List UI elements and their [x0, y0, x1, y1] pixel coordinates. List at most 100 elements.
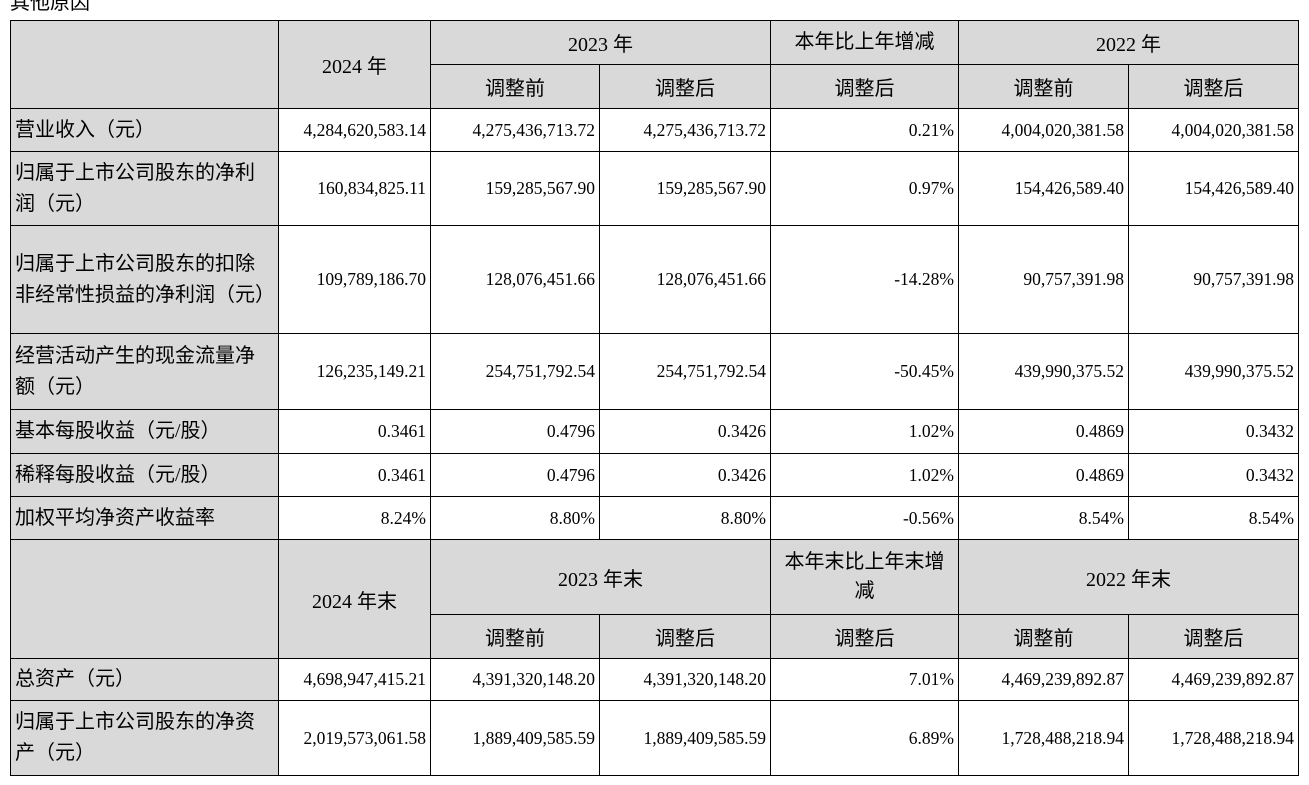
- subheader-row: 调整前 调整后 调整后 调整前 调整后: [11, 614, 1299, 659]
- cell-value: 160,834,825.11: [278, 151, 431, 226]
- cell-value: 4,004,020,381.58: [1128, 108, 1299, 152]
- sub-header: 调整后: [599, 64, 771, 109]
- cell-value: 0.21%: [770, 108, 959, 152]
- cell-value: 90,757,391.98: [1128, 225, 1299, 334]
- cell-value: 2,019,573,061.58: [278, 700, 431, 776]
- cell-value: 8.80%: [430, 496, 600, 540]
- data-row: 总资产（元） 4,698,947,415.21 4,391,320,148.20 4,…: [10, 658, 1299, 701]
- data-row: 营业收入（元） 4,284,620,583.14 4,275,436,713.72 4…: [10, 108, 1299, 152]
- cell-value: 8.24%: [278, 496, 431, 540]
- row-label: 归属于上市公司股东的净资产（元）: [10, 700, 279, 776]
- cell-value: 154,426,589.40: [958, 151, 1129, 226]
- cell-value: 0.4869: [958, 409, 1129, 454]
- row-label: 基本每股收益（元/股）: [10, 409, 279, 454]
- group-header: 本年比上年增减: [770, 20, 959, 65]
- sub-header: 调整前: [430, 614, 600, 659]
- row-label: 加权平均净资产收益率: [10, 496, 279, 540]
- cell-value: 4,469,239,892.87: [1128, 658, 1299, 701]
- group-header: 2022 年末: [958, 539, 1299, 615]
- data-row: 基本每股收益（元/股） 0.3461 0.4796 0.3426 1.02% 0.4869…: [10, 409, 1299, 454]
- cell-value: 254,751,792.54: [599, 333, 771, 410]
- data-row: 稀释每股收益（元/股） 0.3461 0.4796 0.3426 1.02% 0.4869…: [10, 453, 1299, 497]
- cell-value: -0.56%: [770, 496, 959, 540]
- table-body: 2024 年 2023 年本年比上年增减 2022 年调整前 调整后 调整后 调整前 调整后…: [10, 20, 1299, 776]
- cell-value: 4,284,620,583.14: [278, 108, 431, 152]
- header-row: 2024 年末 2023 年末 本年末比上年末增减 2022 年末: [10, 539, 1299, 659]
- cell-value: 4,275,436,713.72: [599, 108, 771, 152]
- corner-cell: [10, 539, 279, 659]
- cell-value: 0.3432: [1128, 453, 1299, 497]
- cell-value: 0.4796: [430, 453, 600, 497]
- sub-header: 调整前: [958, 64, 1129, 109]
- row-label: 总资产（元）: [10, 658, 279, 701]
- cell-value: 4,391,320,148.20: [430, 658, 600, 701]
- cell-value: 4,698,947,415.21: [278, 658, 431, 701]
- cell-value: 1,889,409,585.59: [430, 700, 600, 776]
- data-row: 归属于上市公司股东的净利润（元） 160,834,825.11 159,285,56…: [10, 151, 1299, 226]
- row-label: 稀释每股收益（元/股）: [10, 453, 279, 497]
- sub-header: 调整后: [1128, 64, 1299, 109]
- cell-value: 8.54%: [1128, 496, 1299, 540]
- cell-value: 4,469,239,892.87: [958, 658, 1129, 701]
- cell-value: 90,757,391.98: [958, 225, 1129, 334]
- row-label: 经营活动产生的现金流量净额（元）: [10, 333, 279, 410]
- cell-value: 8.54%: [958, 496, 1129, 540]
- cell-value: 0.97%: [770, 151, 959, 226]
- corner-cell: [10, 20, 279, 109]
- cell-value: 1.02%: [770, 409, 959, 454]
- cell-value: 0.3426: [599, 409, 771, 454]
- sub-header: 调整后: [1128, 614, 1299, 659]
- header-row: 2024 年 2023 年本年比上年增减 2022 年: [10, 20, 1299, 109]
- cell-value: 154,426,589.40: [1128, 151, 1299, 226]
- cell-value: 1.02%: [770, 453, 959, 497]
- cell-value: 6.89%: [770, 700, 959, 776]
- cell-value: 0.3432: [1128, 409, 1299, 454]
- cell-value: -50.45%: [770, 333, 959, 410]
- cell-value: 109,789,186.70: [278, 225, 431, 334]
- column-header: 2024 年末: [278, 539, 431, 659]
- group-header: 本年末比上年末增减: [770, 539, 959, 615]
- column-header: 2024 年: [278, 20, 431, 109]
- cell-value: 0.3426: [599, 453, 771, 497]
- cell-value: 0.3461: [278, 409, 431, 454]
- group-header: 2022 年: [958, 20, 1299, 65]
- cell-value: 4,391,320,148.20: [599, 658, 771, 701]
- cell-value: 159,285,567.90: [599, 151, 771, 226]
- cell-value: 159,285,567.90: [430, 151, 600, 226]
- cell-value: 1,728,488,218.94: [1128, 700, 1299, 776]
- subheader-row: 调整前 调整后 调整后 调整前 调整后: [11, 64, 1299, 109]
- cell-value: -14.28%: [770, 225, 959, 334]
- group-header: 2023 年: [430, 20, 771, 65]
- cell-value: 4,275,436,713.72: [430, 108, 600, 152]
- cell-value: 128,076,451.66: [430, 225, 600, 334]
- cell-value: 439,990,375.52: [958, 333, 1129, 410]
- cell-value: 126,235,149.21: [278, 333, 431, 410]
- sub-header: 调整后: [770, 614, 959, 659]
- data-row: 加权平均净资产收益率 8.24% 8.80% 8.80% -0.56% 8.54% 8.54…: [10, 496, 1299, 540]
- cell-value: 128,076,451.66: [599, 225, 771, 334]
- group-header: 2023 年末: [430, 539, 771, 615]
- cell-value: 4,004,020,381.58: [958, 108, 1129, 152]
- cell-value: 254,751,792.54: [430, 333, 600, 410]
- data-row: 归属于上市公司股东的净资产（元） 2,019,573,061.58 1,889,40…: [10, 700, 1299, 776]
- caption: 其他原因: [10, 0, 90, 14]
- data-row: 归属于上市公司股东的扣除非经常性损益的净利润（元） 109,789,186.70 1…: [10, 225, 1299, 334]
- cell-value: 1,889,409,585.59: [599, 700, 771, 776]
- sub-header: 调整前: [958, 614, 1129, 659]
- financial-table: 2024 年 2023 年本年比上年增减 2022 年调整前 调整后 调整后 调整前 调整后…: [10, 20, 1299, 776]
- cell-value: 0.4869: [958, 453, 1129, 497]
- cell-value: 1,728,488,218.94: [958, 700, 1129, 776]
- cell-value: 0.4796: [430, 409, 600, 454]
- row-label: 归属于上市公司股东的净利润（元）: [10, 151, 279, 226]
- sub-header: 调整后: [599, 614, 771, 659]
- sub-header: 调整后: [770, 64, 959, 109]
- cell-value: 8.80%: [599, 496, 771, 540]
- sub-header: 调整前: [430, 64, 600, 109]
- row-label: 营业收入（元）: [10, 108, 279, 152]
- cell-value: 0.3461: [278, 453, 431, 497]
- cell-value: 439,990,375.52: [1128, 333, 1299, 410]
- data-row: 经营活动产生的现金流量净额（元） 126,235,149.21 254,751,79…: [10, 333, 1299, 410]
- cell-value: 7.01%: [770, 658, 959, 701]
- row-label: 归属于上市公司股东的扣除非经常性损益的净利润（元）: [10, 225, 279, 334]
